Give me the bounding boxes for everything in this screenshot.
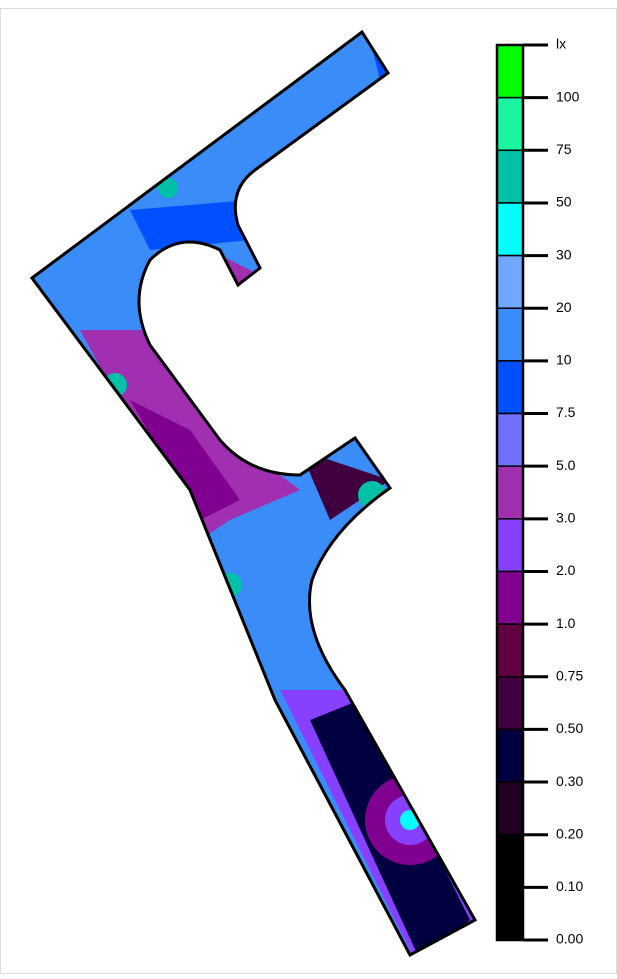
legend-label: 0.75 (556, 667, 583, 683)
color-band (496, 886, 524, 941)
legend: lx 100 75 50 30 20 10 7.5 5.0 3.0 2.0 1.0 0.75 0.50 0.… (495, 36, 583, 947)
legend-label: 0.30 (556, 773, 583, 789)
legend-label: 10 (556, 352, 572, 368)
legend-label: 50 (556, 194, 572, 210)
color-band (496, 518, 524, 573)
legend-label: 0.50 (556, 720, 583, 736)
color-band (496, 412, 524, 467)
color-band (496, 307, 524, 362)
color-band (496, 202, 524, 257)
legend-label: 1.0 (556, 615, 576, 631)
contour-map (32, 32, 475, 955)
color-band (496, 149, 524, 204)
color-band (496, 623, 524, 678)
legend-label: 75 (556, 141, 572, 157)
legend-label: 20 (556, 299, 572, 315)
legend-label: 0.10 (556, 878, 583, 894)
legend-label: lx (556, 36, 566, 52)
color-band (496, 676, 524, 731)
color-band (496, 570, 524, 625)
legend-label: 100 (556, 88, 580, 104)
legend-label: 5.0 (556, 457, 576, 473)
color-band (496, 254, 524, 309)
color-band (496, 360, 524, 415)
color-band (496, 96, 524, 152)
legend-label: 0.00 (556, 931, 583, 947)
legend-label: 2.0 (556, 562, 576, 578)
colorbar-border (495, 43, 525, 942)
color-band (496, 728, 524, 783)
color-band (496, 44, 524, 99)
legend-label: 7.5 (556, 404, 576, 420)
outline (29, 29, 478, 958)
legend-label: 0.20 (556, 825, 583, 841)
color-band (496, 781, 524, 836)
color-band (496, 833, 524, 889)
color-band (496, 465, 524, 520)
legend-label: 30 (556, 246, 572, 262)
legend-label: 3.0 (556, 510, 576, 526)
